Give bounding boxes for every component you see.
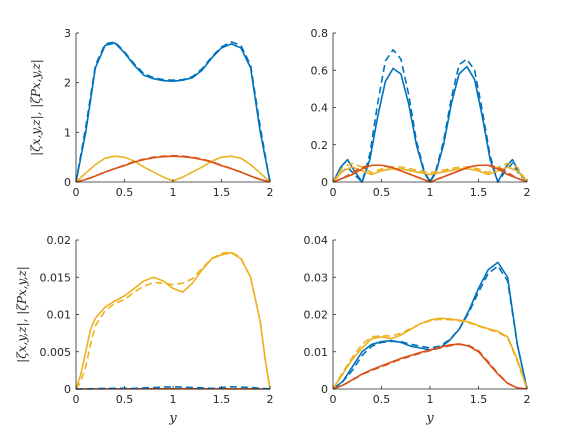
y-tick-label: 0 [64,383,71,396]
series-line-yellow-solid [332,166,528,183]
y-tick-label: 0.4 [311,102,329,115]
y-tick-label: 0 [321,383,328,396]
x-tick-label: 2 [524,393,531,406]
y-tick-label: 0 [64,176,71,189]
series-line-blue-dashed [75,41,271,183]
x-tick-label: 1 [427,393,434,406]
x-tick-label: 0.5 [116,186,134,199]
x-tick-label: 0.5 [373,186,391,199]
x-axis-label: y [425,411,434,426]
series-line-blue-dashed [332,48,528,183]
y-tick-label: 1 [64,126,71,139]
y-tick-label: 0.6 [311,64,329,77]
series-line-blue-solid [332,65,528,183]
x-tick-label: 1 [170,393,177,406]
y-tick-label: 0.04 [304,234,329,247]
y-tick-label: 2 [64,77,71,90]
y-tick-label: 0.02 [304,309,329,322]
x-tick-label: 0.5 [116,393,134,406]
x-tick-label: 1.5 [213,393,231,406]
panel-bottom-right: 0 0.5 1 1.5 2 0 0.01 0.02 0.03 0.04 y [304,234,531,426]
x-tick-label: 1 [427,186,434,199]
series-line-yellow-solid [332,317,528,390]
panel-bottom-left: 0 0.5 1 1.5 2 0 0.005 0.01 0.015 0.02 y |ζx,y,z|, |… [15,234,274,426]
series-line-yellow-solid [75,251,271,390]
y-tick-label: 0.01 [304,346,329,359]
series-line-yellow-dashed [332,318,528,390]
series-line-yellow-solid [75,155,271,183]
y-tick-label: 3 [64,27,71,40]
y-tick-label: 0.03 [304,271,329,284]
x-tick-label: 1 [170,186,177,199]
y-axis-label: |ζx,y,z|, |ζPx,y,z| [15,266,29,363]
x-tick-label: 1.5 [213,186,231,199]
series-line-orange-dashed [332,343,528,390]
x-tick-label: 0 [330,393,337,406]
y-tick-label: 0 [321,176,328,189]
y-tick-label: 0.8 [311,27,329,40]
y-tick-label: 0.2 [311,139,329,152]
x-tick-label: 0 [73,393,80,406]
x-tick-label: 1.5 [470,186,488,199]
y-tick-label: 0.01 [47,309,72,322]
x-tick-label: 1.5 [470,393,488,406]
x-tick-label: 0 [73,186,80,199]
y-tick-label: 0.02 [47,234,72,247]
y-axis-label: |ζx,y,z|, |ζPx,y,z| [29,59,43,156]
series-line-yellow-dashed [332,162,528,183]
series-line-blue-solid [75,42,271,183]
panel-top-right: 0 0.5 1 1.5 2 0 0.2 0.4 0.6 0.8 [311,27,531,199]
panel-top-left: 0 0.5 1 1.5 2 0 1 2 3 |ζx,y,z|, |ζPx,y,z| [29,27,274,199]
y-tick-label: 0.005 [40,346,72,359]
y-tick-label: 0.015 [40,271,72,284]
x-tick-label: 2 [267,393,274,406]
x-tick-label: 2 [524,186,531,199]
series-line-orange-solid [75,155,271,183]
x-tick-label: 0.5 [373,393,391,406]
x-tick-label: 0 [330,186,337,199]
series-line-blue-solid [332,261,528,390]
series-line-blue-dashed [332,265,528,390]
x-axis-label: y [168,411,177,426]
series-line-orange-dashed [75,154,271,183]
series-line-yellow-dashed [75,251,271,390]
x-tick-label: 2 [267,186,274,199]
